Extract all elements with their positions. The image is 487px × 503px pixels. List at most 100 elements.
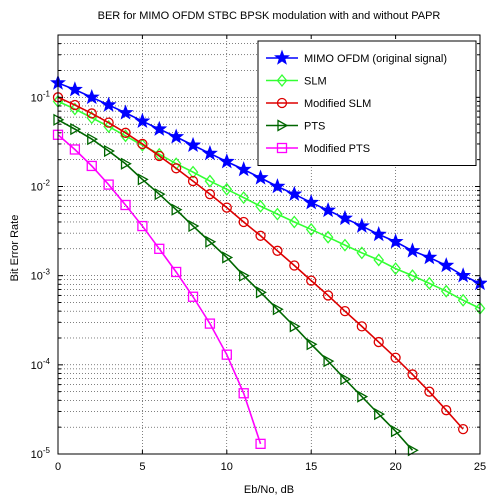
data-point <box>353 217 370 233</box>
data-point <box>120 127 131 138</box>
data-point <box>438 257 455 273</box>
legend-marker <box>276 142 288 154</box>
data-point <box>221 202 232 213</box>
data-point <box>255 230 266 241</box>
legend-label: PTS <box>304 121 325 133</box>
y-tick-label: 10-3 <box>31 268 51 283</box>
data-point <box>404 242 421 258</box>
series-2 <box>52 92 469 435</box>
y-tick-label: 10-1 <box>31 89 51 104</box>
data-point <box>238 388 249 399</box>
data-point <box>137 138 148 150</box>
data-point <box>306 275 317 286</box>
legend-item: SLM <box>266 73 327 88</box>
data-point <box>373 336 384 348</box>
data-point <box>407 369 418 380</box>
legend-label: MIMO OFDM (original signal) <box>304 53 447 65</box>
data-point <box>255 199 266 213</box>
data-point <box>305 222 317 236</box>
y-axis-label: Bit Error Rate <box>9 215 21 282</box>
x-tick-label: 15 <box>305 461 317 473</box>
data-point <box>421 249 438 265</box>
data-point <box>204 318 216 329</box>
data-point <box>69 99 81 111</box>
data-point <box>238 191 250 205</box>
data-point <box>286 185 303 201</box>
data-point <box>370 226 387 242</box>
data-point <box>187 291 199 302</box>
data-point <box>407 444 419 457</box>
data-point <box>70 123 82 136</box>
plot-frame <box>57 34 481 455</box>
data-point <box>154 243 165 254</box>
data-point <box>272 303 284 316</box>
data-point <box>137 173 149 186</box>
data-point <box>221 349 232 360</box>
data-point <box>66 81 83 97</box>
data-point <box>356 321 367 332</box>
legend-item: Modified SLM <box>266 97 371 110</box>
legend-item: MIMO OFDM (original signal) <box>266 49 447 65</box>
data-point <box>303 194 320 210</box>
legend-marker <box>277 119 289 132</box>
data-point <box>205 235 217 248</box>
data-point <box>120 199 131 211</box>
x-tick-label: 5 <box>139 461 145 473</box>
series-group <box>50 74 487 457</box>
data-point <box>154 188 166 201</box>
y-tick-label: 10-5 <box>31 446 51 461</box>
data-point <box>339 305 351 317</box>
data-point <box>83 88 100 105</box>
data-point <box>120 157 132 170</box>
data-point <box>204 189 216 200</box>
data-point <box>188 219 200 233</box>
data-point <box>424 386 435 397</box>
legend-marker <box>276 73 288 88</box>
data-point <box>390 352 401 363</box>
data-point <box>424 276 435 290</box>
series-3 <box>53 113 419 457</box>
data-point <box>187 165 199 179</box>
data-point <box>221 182 233 196</box>
data-point <box>154 150 165 162</box>
data-point <box>390 262 401 276</box>
data-point <box>69 144 81 155</box>
series-line <box>57 96 464 430</box>
data-point <box>204 174 216 188</box>
data-point <box>137 138 148 152</box>
data-point <box>103 179 114 190</box>
data-point <box>457 423 469 435</box>
data-point <box>137 220 148 232</box>
data-point <box>322 230 334 244</box>
data-point <box>171 266 182 278</box>
axis-ticks: 0 5 10 15 20 25 10-1 10-2 10-3 10-4 10-5 <box>31 34 486 473</box>
legend-item: PTS <box>266 119 325 133</box>
y-tick-label: 10-2 <box>31 178 51 193</box>
data-point <box>272 245 283 256</box>
data-point <box>235 161 252 177</box>
x-tick-label: 10 <box>221 461 233 473</box>
data-point <box>336 209 353 226</box>
data-point <box>171 203 183 216</box>
series-line <box>57 134 262 445</box>
x-tick-label: 0 <box>55 461 61 473</box>
data-point <box>374 408 386 421</box>
legend: MIMO OFDM (original signal) SLM Modified S… <box>257 40 477 166</box>
data-point <box>390 425 402 438</box>
data-point <box>151 120 168 136</box>
data-point <box>103 117 114 128</box>
legend-label: Modified PTS <box>304 143 370 155</box>
data-point <box>387 233 404 249</box>
data-point <box>222 251 234 264</box>
data-point <box>201 145 218 161</box>
data-point <box>457 293 469 307</box>
data-point <box>455 267 472 283</box>
legend-marker <box>276 97 288 109</box>
data-point <box>440 284 452 298</box>
data-point <box>407 269 418 283</box>
data-point <box>356 246 368 260</box>
x-tick-label: 25 <box>474 461 486 473</box>
data-point <box>340 373 352 386</box>
